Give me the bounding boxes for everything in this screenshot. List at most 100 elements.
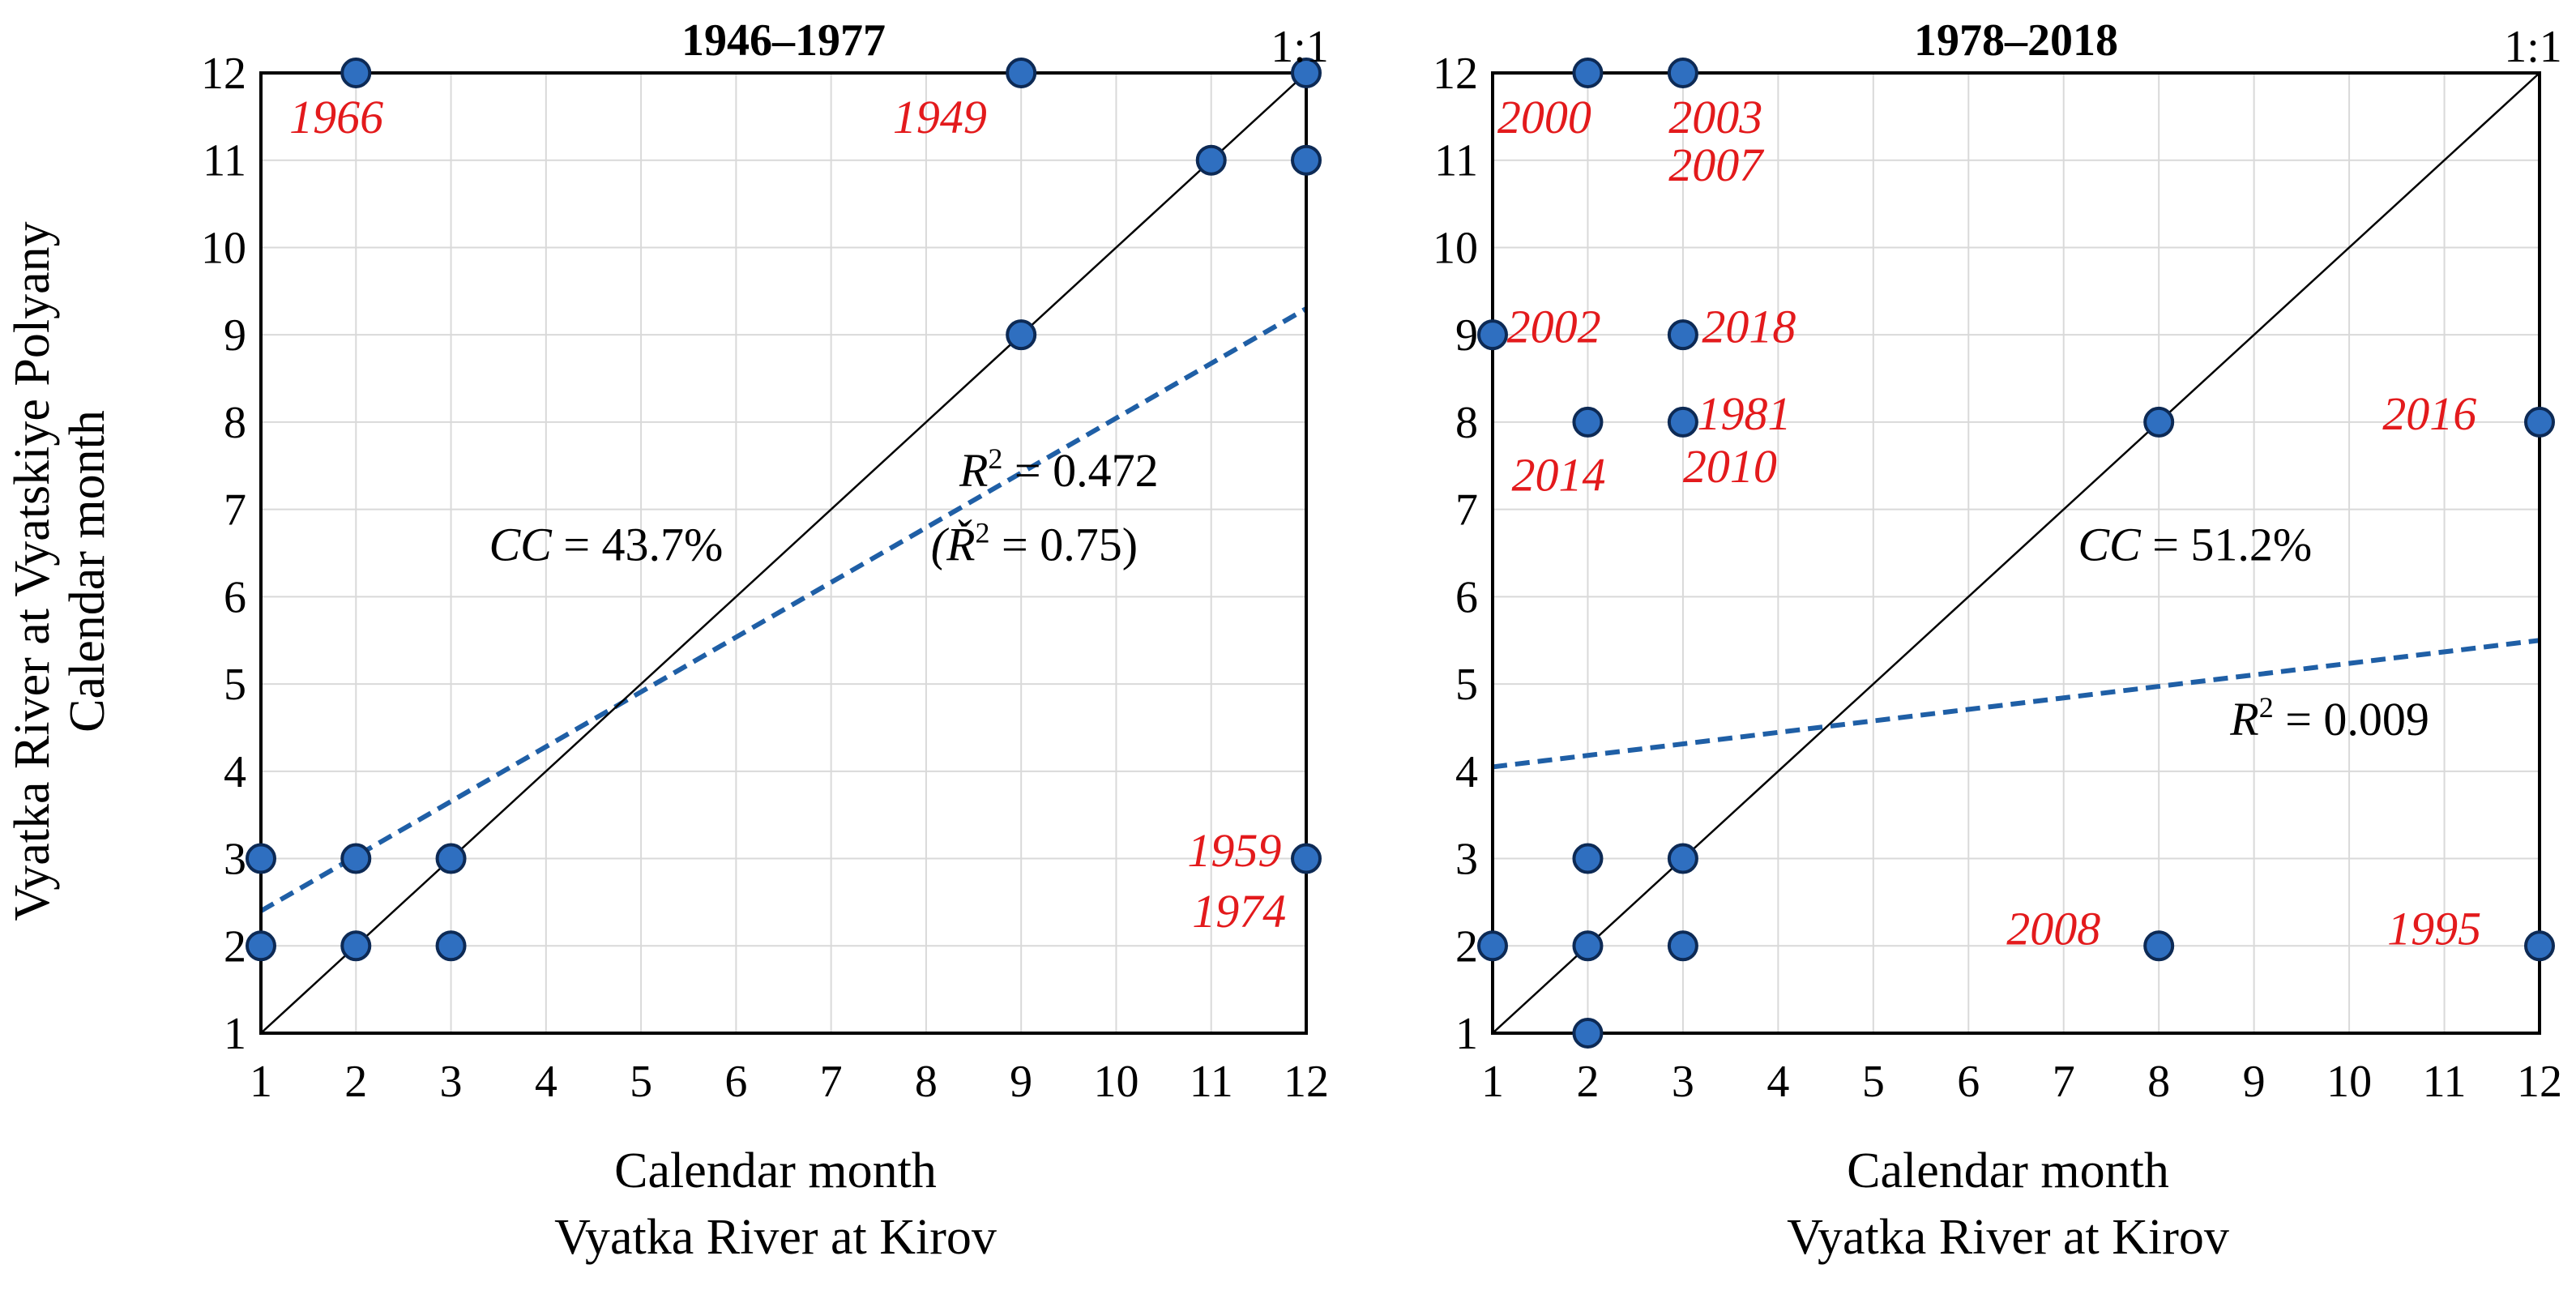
x-axis-label: Calendar month Vyatka River at Kirov	[1787, 1143, 2229, 1265]
year-annotation: 2003	[1668, 91, 1762, 143]
statistic-label: R2 = 0.009	[2229, 691, 2429, 745]
x-tick-label: 4	[1766, 1057, 1789, 1107]
data-point	[1006, 319, 1037, 351]
y-axis-label-line-1: Vyatka River at Vyatskiye Polyany	[5, 221, 60, 921]
statistic-label: CC = 43.7%	[489, 519, 723, 571]
x-tick-label: 11	[1190, 1057, 1233, 1107]
y-axis-label-line-2: Calendar month	[60, 410, 115, 733]
y-tick-label: 7	[1455, 485, 1478, 536]
y-tick-label: 5	[224, 660, 246, 710]
data-point	[1667, 58, 1698, 88]
y-tick-label: 9	[224, 310, 246, 361]
data-point	[2524, 406, 2555, 438]
data-point	[1477, 930, 1508, 962]
year-annotation: 1959	[1187, 824, 1281, 877]
y-tick-label: 7	[224, 485, 246, 536]
y-tick-label: 4	[1455, 747, 1478, 797]
y-tick-label: 1	[224, 1009, 246, 1059]
year-annotation: 1995	[2387, 903, 2481, 955]
y-tick-label: 9	[1455, 310, 1478, 361]
x-tick-label: 3	[1672, 1057, 1694, 1107]
x-tick-label: 12	[2517, 1057, 2562, 1107]
year-annotation: 2014	[1511, 449, 1605, 502]
x-tick-label: 9	[1010, 1057, 1032, 1107]
panel-title: 1978–2018	[1914, 15, 2118, 66]
y-tick-label: 10	[201, 223, 246, 273]
x-tick-label: 8	[2147, 1057, 2170, 1107]
y-tick-label: 12	[201, 49, 246, 99]
one-to-one-line	[1492, 72, 2540, 1034]
data-point	[1291, 58, 1322, 88]
x-tick-label: 9	[2243, 1057, 2266, 1107]
x-tick-label: 12	[1284, 1057, 1329, 1107]
data-point	[1572, 58, 1604, 88]
year-annotation: 2010	[1683, 440, 1777, 493]
data-point	[1572, 930, 1604, 962]
y-tick-label: 11	[1434, 136, 1478, 186]
one-to-one-line	[260, 72, 1307, 1034]
data-point	[1667, 406, 1698, 438]
data-points	[1477, 58, 2555, 1049]
y-tick-label: 2	[1455, 921, 1478, 972]
data-point	[435, 843, 467, 874]
x-tick-label: 7	[2053, 1057, 2075, 1107]
year-annotation: 2002	[1507, 300, 1601, 352]
statistic-label: (Ř2 = 0.75)	[931, 517, 1138, 571]
trendline	[259, 306, 1308, 913]
data-point	[2524, 930, 2555, 962]
x-tick-labels: 1 2 3 4 5 6 7 8 9 10 11 12	[250, 1057, 1329, 1107]
x-axis-label-line-1: Calendar month	[1847, 1143, 2169, 1198]
year-annotation: 2000	[1497, 91, 1591, 143]
year-annotation: 2007	[1668, 139, 1764, 191]
data-point	[1006, 58, 1037, 88]
plot-frame	[259, 71, 1308, 1035]
one-to-one-label: 1:1	[2504, 22, 2562, 72]
x-tick-label: 6	[724, 1057, 747, 1107]
data-point	[340, 843, 372, 874]
x-axis-label-line-2: Vyatka River at Kirov	[554, 1210, 997, 1265]
x-tick-label: 3	[440, 1057, 463, 1107]
data-point	[1667, 930, 1698, 962]
year-annotation: 1974	[1192, 885, 1286, 938]
year-annotation: 1949	[893, 91, 987, 143]
x-tick-label: 11	[2423, 1057, 2467, 1107]
panel-title: 1946–1977	[681, 15, 886, 66]
x-tick-label: 1	[250, 1057, 272, 1107]
x-axis-label: Calendar month Vyatka River at Kirov	[554, 1143, 997, 1265]
data-point	[1572, 1018, 1604, 1049]
data-point	[340, 930, 372, 962]
y-tick-label: 10	[1433, 223, 1478, 273]
x-tick-label: 5	[1862, 1057, 1885, 1107]
y-tick-label: 11	[203, 136, 246, 186]
y-tick-label: 6	[224, 572, 246, 622]
trendline	[1492, 638, 2540, 770]
plot-frame	[1491, 71, 2541, 1035]
year-annotation: 1966	[289, 91, 383, 143]
year-annotation: 2016	[2382, 387, 2476, 440]
x-tick-label: 10	[2326, 1057, 2372, 1107]
data-points	[246, 58, 1322, 962]
x-tick-label: 7	[820, 1057, 843, 1107]
x-tick-label: 2	[344, 1057, 367, 1107]
data-point	[1195, 144, 1227, 176]
x-axis-label-line-1: Calendar month	[614, 1143, 937, 1198]
data-point	[246, 930, 276, 962]
year-annotation: 1981	[1698, 387, 1792, 440]
data-point	[246, 843, 276, 874]
data-point	[1477, 319, 1508, 351]
y-tick-label: 4	[224, 747, 246, 797]
statistics: CC = 51.2% R2 = 0.009	[2078, 519, 2429, 745]
data-point	[1572, 843, 1604, 874]
x-tick-label: 1	[1481, 1057, 1504, 1107]
y-tick-label: 12	[1433, 49, 1478, 99]
x-tick-label: 5	[630, 1057, 652, 1107]
x-tick-label: 6	[1957, 1057, 1980, 1107]
data-point	[435, 930, 467, 962]
year-annotation: 2018	[1702, 300, 1796, 352]
data-point	[1572, 406, 1604, 438]
